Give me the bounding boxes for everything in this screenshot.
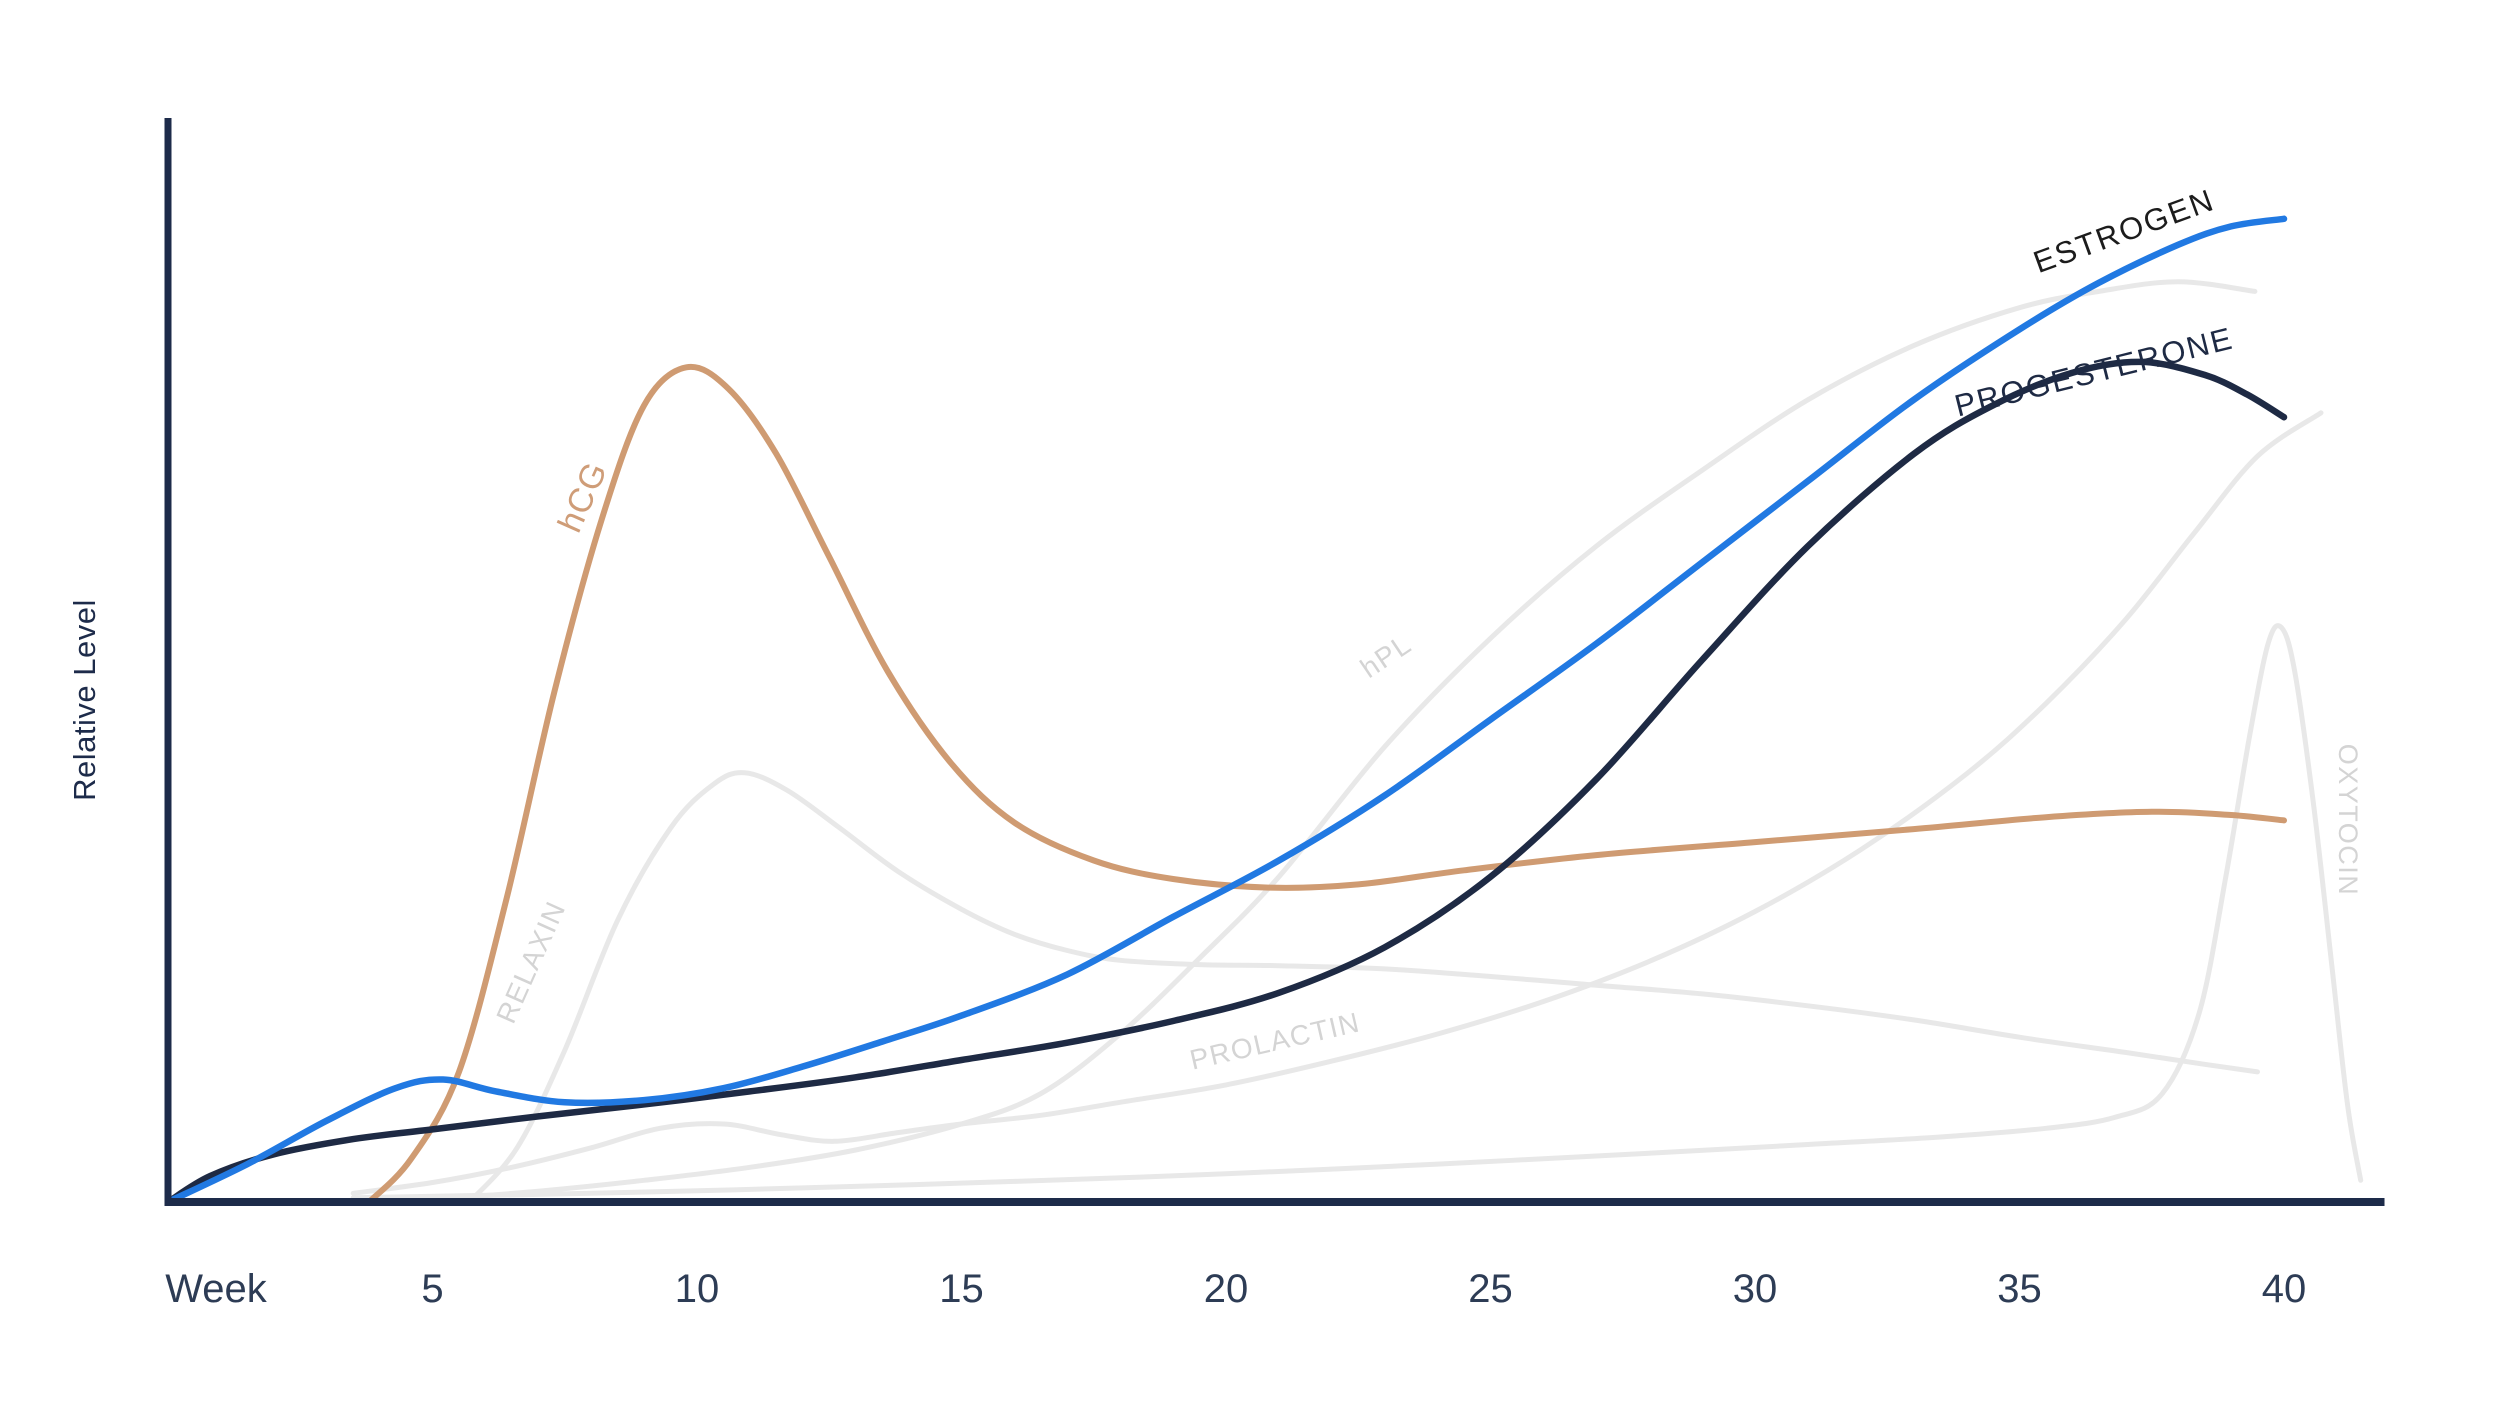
prolactin-curve <box>350 410 2324 1196</box>
estrogen-curve-label: ESTROGEN <box>2029 182 2219 280</box>
x-tick-25: 25 <box>1468 1267 1513 1311</box>
oxytocin-curve <box>350 623 2364 1201</box>
hpl-curve-label: hPL <box>1355 628 1417 684</box>
progesterone-curve <box>164 358 2288 1206</box>
x-tick-40: 40 <box>2262 1267 2307 1311</box>
hcg-curve-label: hCG <box>551 456 615 538</box>
x-tick-30: 30 <box>1733 1267 1778 1311</box>
prolactin-curve-label: PROLACTIN <box>1187 1006 1363 1075</box>
x-tick-10: 10 <box>675 1267 720 1311</box>
y-axis-title: Relative Level <box>67 599 102 801</box>
x-tick-5: 5 <box>421 1267 443 1311</box>
x-tick-20: 20 <box>1204 1267 1249 1311</box>
x-tick-15: 15 <box>939 1267 984 1311</box>
hcg-curve <box>366 363 2287 1205</box>
oxytocin-curve-label: OXYTOCIN <box>2333 744 2363 897</box>
estrogen-curve <box>164 215 2288 1206</box>
hpl-curve <box>430 279 2258 1203</box>
x-axis-title: Week <box>165 1267 268 1311</box>
relaxin-curve <box>467 770 2260 1205</box>
x-tick-35: 35 <box>1997 1267 2042 1311</box>
